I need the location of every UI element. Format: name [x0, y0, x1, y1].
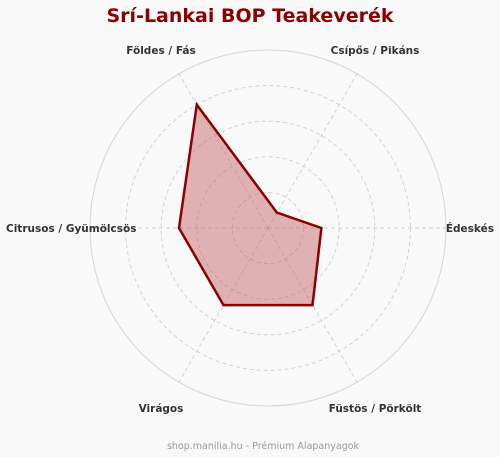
series-area [177, 101, 323, 307]
axis-labels: Édeskés Csípős / Pikáns Földes / Fás Citrus… [6, 45, 494, 415]
radar-grid [89, 49, 447, 407]
data-layer [177, 101, 323, 307]
axis-label: Citrusos / Gyümölcsös [6, 223, 136, 235]
axis-label: Édeskés [446, 222, 494, 235]
chart-title: Srí-Lankai BOP Teakeverék [107, 5, 394, 27]
axis-label: Csípős / Pikáns [331, 45, 420, 57]
grid-spoke [267, 73, 358, 229]
axis-label: Földes / Fás [126, 45, 196, 57]
grid-spoke [178, 73, 269, 229]
grid-spoke [178, 227, 269, 383]
data-point [275, 211, 279, 214]
footer-text: shop.manilia.hu - Prémium Alapanyagok [167, 441, 360, 452]
data-point [320, 226, 323, 230]
grid-spoke [267, 227, 358, 383]
data-point [311, 303, 314, 307]
data-point [222, 303, 225, 307]
axis-label: Füstös / Pörkölt [329, 403, 422, 415]
axis-label: Virágos [139, 403, 184, 415]
data-point [177, 226, 181, 230]
data-point [195, 103, 198, 106]
